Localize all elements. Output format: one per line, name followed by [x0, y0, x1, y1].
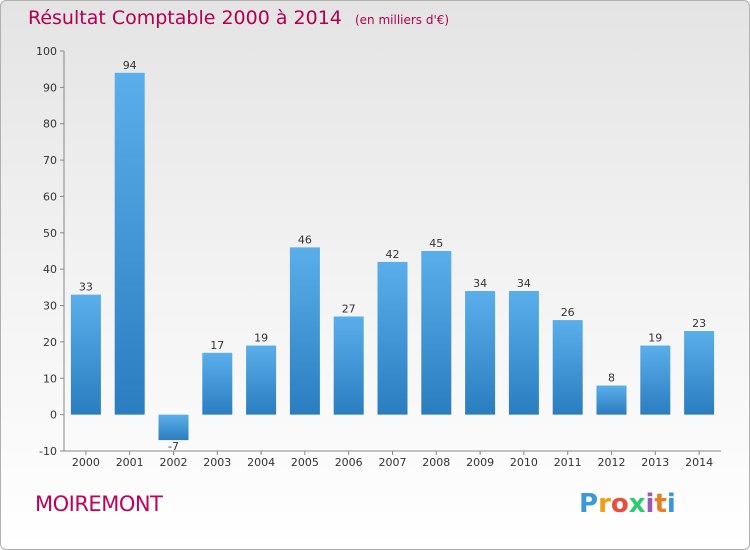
bar [202, 352, 233, 415]
bar [114, 72, 145, 415]
data-label: 94 [123, 59, 137, 72]
bar [596, 385, 627, 415]
x-tick-label: 2009 [466, 456, 494, 469]
data-label: 19 [254, 332, 268, 345]
bar [684, 331, 715, 415]
chart-labels: 33 94 -7 17 19 46 27 42 45 34 34 26 8 19 23 [79, 59, 706, 453]
commune-name: MOIREMONT [35, 492, 163, 516]
bar [377, 261, 408, 415]
bar [508, 291, 539, 415]
x-tick-label: 2003 [203, 456, 231, 469]
logo-letter: t [654, 489, 667, 519]
logo-letter: i [645, 489, 655, 519]
logo-letter: o [610, 489, 629, 519]
data-label: 46 [298, 233, 312, 246]
chart-bars [70, 72, 715, 441]
data-label: 45 [429, 237, 443, 250]
data-label: 23 [692, 317, 706, 330]
bar [465, 291, 496, 415]
x-tick-label: 2014 [685, 456, 713, 469]
chart-axes: -10 0 10 20 30 40 50 60 70 80 90 100 2000 2001 2002 200… [36, 45, 721, 469]
bar [158, 414, 189, 441]
proxiti-logo: Proxiti [579, 489, 676, 519]
logo-letter: P [579, 489, 599, 519]
x-tick-label: 2001 [116, 456, 144, 469]
x-tick-label: 2013 [641, 456, 669, 469]
logo-letter: x [628, 489, 646, 519]
y-tick-label: 100 [36, 45, 57, 58]
data-label: 42 [386, 248, 400, 261]
y-tick-label: 70 [43, 154, 57, 167]
x-tick-label: 2006 [335, 456, 363, 469]
y-tick-label: 0 [50, 409, 57, 422]
data-label: 8 [608, 372, 615, 385]
y-tick-label: 90 [43, 81, 57, 94]
data-label: 26 [561, 306, 575, 319]
y-tick-label: 40 [43, 263, 57, 276]
chart-title-text: Résultat Comptable 2000 à 2014 [28, 7, 342, 29]
x-tick-label: 2002 [160, 456, 188, 469]
data-label: 27 [342, 302, 356, 315]
data-label: 34 [517, 277, 531, 290]
x-tick-label: 2011 [554, 456, 582, 469]
y-tick-label: 50 [43, 227, 57, 240]
x-tick-label: 2007 [379, 456, 407, 469]
bar [289, 247, 320, 415]
data-label: 34 [473, 277, 487, 290]
logo-letter: i [666, 489, 676, 519]
x-tick-label: 2008 [422, 456, 450, 469]
bar [640, 345, 671, 415]
y-tick-label: 60 [43, 190, 57, 203]
data-label: 17 [210, 339, 224, 352]
bar [70, 294, 101, 415]
bar [333, 316, 364, 415]
y-tick-label: 10 [43, 372, 57, 385]
chart-unit-note: (en milliers d'€) [354, 13, 450, 27]
y-tick-label: 80 [43, 118, 57, 131]
x-tick-label: 2000 [72, 456, 100, 469]
y-tick-label: -10 [39, 445, 57, 458]
x-tick-label: 2010 [510, 456, 538, 469]
x-tick-label: 2004 [247, 456, 275, 469]
y-tick-label: 20 [43, 336, 57, 349]
data-label: -7 [168, 440, 179, 453]
data-label: 19 [648, 332, 662, 345]
logo-letter: r [598, 489, 611, 519]
x-tick-label: 2005 [291, 456, 319, 469]
x-tick-label: 2012 [598, 456, 626, 469]
bar [421, 251, 452, 415]
bar [552, 320, 583, 415]
y-tick-label: 30 [43, 300, 57, 313]
data-label: 33 [79, 281, 93, 294]
chart-title: Résultat Comptable 2000 à 2014 (en milli… [28, 7, 449, 29]
bar [246, 345, 277, 415]
